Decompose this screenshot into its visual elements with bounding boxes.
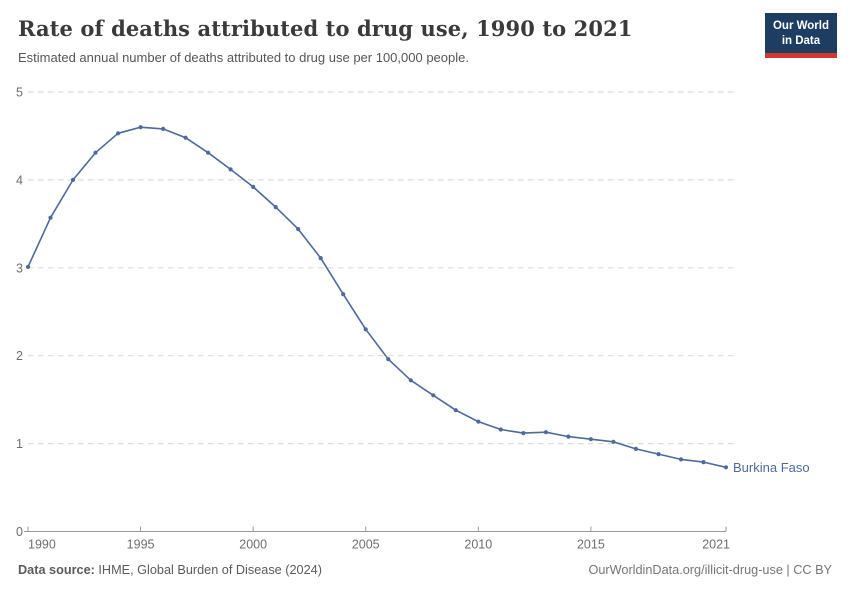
data-point-2020[interactable] — [701, 460, 706, 465]
data-point-2004[interactable] — [341, 292, 346, 297]
chart-plot-area[interactable] — [28, 92, 734, 532]
x-tick-label-1995: 1995 — [127, 538, 155, 552]
data-point-1996[interactable] — [161, 126, 166, 131]
owid-logo-line1: Our World — [772, 20, 829, 32]
y-tick-label-5: 5 — [16, 86, 23, 100]
data-point-1990[interactable] — [25, 264, 31, 269]
data-point-2000[interactable] — [251, 184, 256, 189]
page-title: Rate of deaths attributed to drug use, 1… — [18, 16, 633, 41]
data-point-1998[interactable] — [206, 150, 211, 155]
data-point-2008[interactable] — [431, 393, 436, 398]
y-tick-label-3: 3 — [16, 261, 23, 275]
owid-logo[interactable]: Our World in Data — [764, 13, 837, 58]
data-point-2010[interactable] — [476, 419, 481, 424]
data-point-2013[interactable] — [543, 430, 549, 435]
data-point-2014[interactable] — [566, 434, 571, 439]
owid-logo-line2: in Data — [781, 34, 821, 47]
data-point-1993[interactable] — [93, 150, 98, 155]
data-point-1991[interactable] — [48, 215, 53, 220]
chart-subtitle: Estimated annual number of deaths attrib… — [18, 50, 469, 66]
data-point-2005[interactable] — [363, 327, 368, 332]
data-point-2006[interactable] — [386, 357, 391, 362]
data-point-2015[interactable] — [588, 437, 594, 442]
x-tick-label-2000: 2000 — [239, 538, 267, 552]
y-tick-label-1: 1 — [16, 437, 23, 451]
data-point-2002[interactable] — [296, 227, 301, 232]
data-source-label: Data source: — [18, 563, 95, 577]
data-point-2001[interactable] — [273, 205, 278, 210]
x-tick-label-1990: 1990 — [28, 538, 56, 552]
x-tick-label-2015: 2015 — [577, 538, 605, 552]
data-point-2009[interactable] — [453, 408, 458, 413]
data-point-2012[interactable] — [521, 431, 526, 436]
data-point-1994[interactable] — [116, 131, 121, 136]
data-point-2017[interactable] — [633, 446, 639, 451]
y-tick-label-2: 2 — [16, 349, 23, 363]
data-source-note: Data source: IHME, Global Burden of Dise… — [18, 563, 322, 577]
chart-header: Rate of deaths attributed to drug use, 1… — [18, 16, 750, 67]
data-point-2019[interactable] — [678, 457, 684, 462]
data-point-2003[interactable] — [318, 256, 323, 261]
data-point-2011[interactable] — [498, 427, 503, 432]
y-tick-label-4: 4 — [16, 173, 23, 187]
data-point-2007[interactable] — [408, 378, 413, 383]
data-point-1999[interactable] — [228, 167, 233, 172]
data-point-1992[interactable] — [70, 177, 76, 182]
y-tick-label-0: 0 — [16, 525, 23, 539]
x-tick-label-2005: 2005 — [352, 538, 380, 552]
data-point-2016[interactable] — [611, 439, 616, 444]
data-source-text: IHME, Global Burden of Disease (2024) — [94, 563, 322, 577]
x-tick-label-2021: 2021 — [702, 538, 730, 552]
series-label-burkina-faso[interactable]: Burkina Faso — [733, 460, 810, 475]
series-line-burkina-faso[interactable] — [27, 126, 727, 469]
data-point-1995[interactable] — [138, 125, 143, 130]
x-tick-label-2010: 2010 — [464, 538, 492, 552]
data-point-2021[interactable] — [723, 465, 729, 470]
chart-footer: Data source: IHME, Global Burden of Dise… — [18, 563, 832, 577]
data-point-2018[interactable] — [656, 452, 661, 457]
owid-url-link[interactable]: OurWorldinData.org/illicit-drug-use | CC… — [588, 563, 833, 577]
data-point-1997[interactable] — [183, 135, 188, 140]
